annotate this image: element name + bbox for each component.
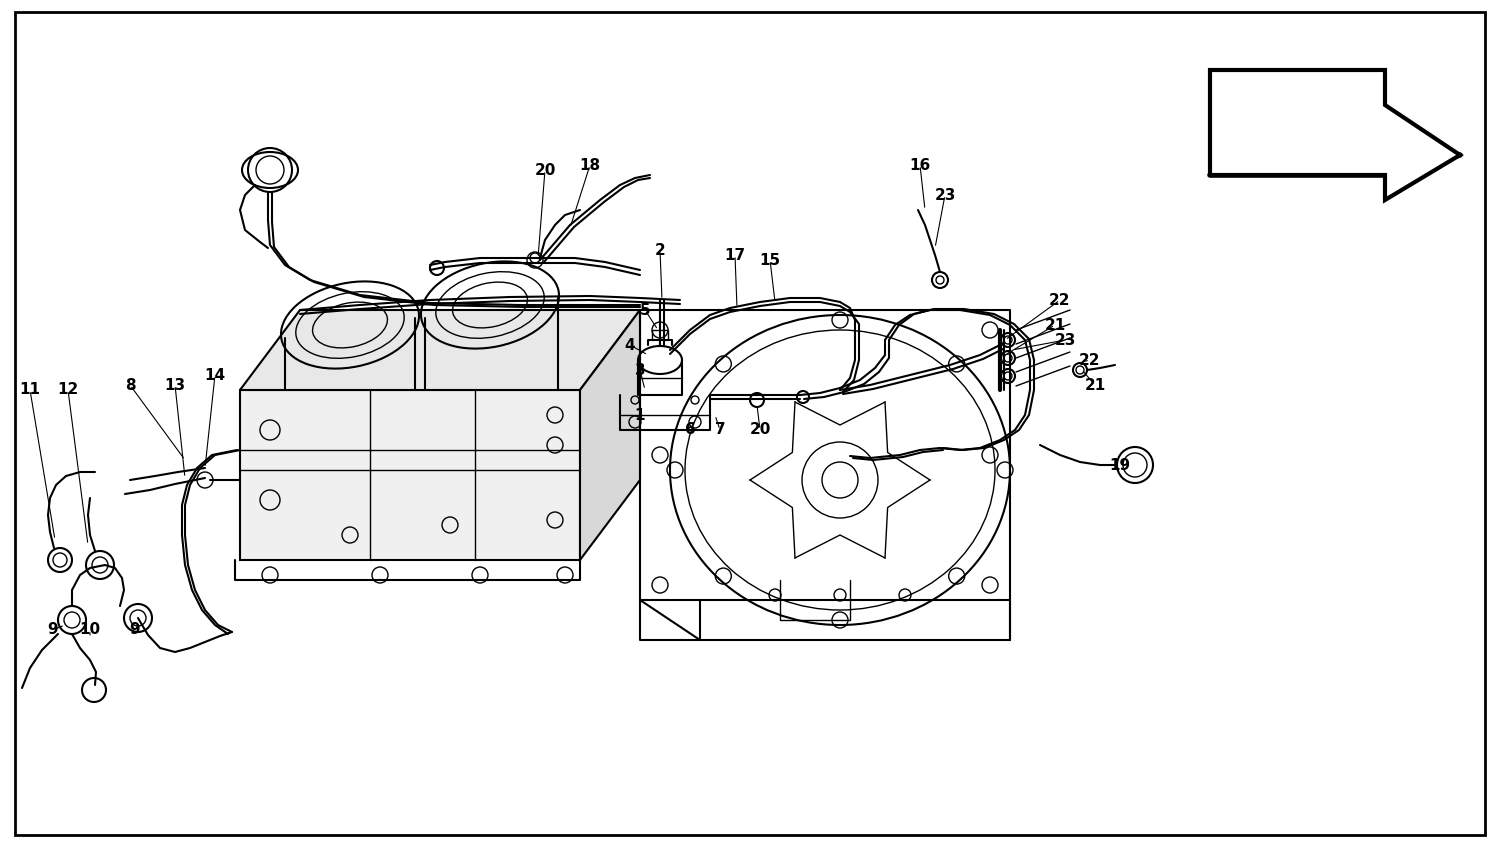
Text: 19: 19 — [1110, 457, 1131, 473]
Text: 18: 18 — [579, 158, 600, 173]
Polygon shape — [580, 310, 640, 560]
Text: 9: 9 — [48, 623, 58, 638]
Text: 7: 7 — [714, 423, 726, 438]
Text: 1: 1 — [634, 407, 645, 423]
Text: 12: 12 — [57, 383, 78, 397]
Text: 8: 8 — [124, 378, 135, 392]
Polygon shape — [1210, 70, 1460, 200]
Text: 3: 3 — [634, 363, 645, 378]
Text: 2: 2 — [654, 242, 666, 257]
Polygon shape — [240, 390, 580, 560]
Text: 22: 22 — [1080, 352, 1101, 368]
Text: 20: 20 — [534, 163, 555, 178]
Text: 20: 20 — [750, 423, 771, 438]
Text: 15: 15 — [759, 252, 780, 268]
Text: 9: 9 — [129, 623, 141, 638]
Text: 21: 21 — [1044, 318, 1065, 333]
Text: 23: 23 — [934, 187, 956, 202]
Text: 5: 5 — [639, 302, 651, 318]
Text: 23: 23 — [1054, 333, 1076, 347]
Text: 6: 6 — [684, 423, 696, 438]
Text: 13: 13 — [165, 378, 186, 392]
Text: 16: 16 — [909, 158, 930, 173]
Text: 17: 17 — [724, 247, 746, 263]
Text: 11: 11 — [20, 383, 40, 397]
Text: 22: 22 — [1050, 292, 1071, 307]
Polygon shape — [240, 310, 640, 390]
Text: 21: 21 — [1084, 378, 1106, 392]
Text: 14: 14 — [204, 368, 225, 383]
Text: 4: 4 — [624, 337, 636, 352]
Text: 10: 10 — [80, 623, 100, 638]
